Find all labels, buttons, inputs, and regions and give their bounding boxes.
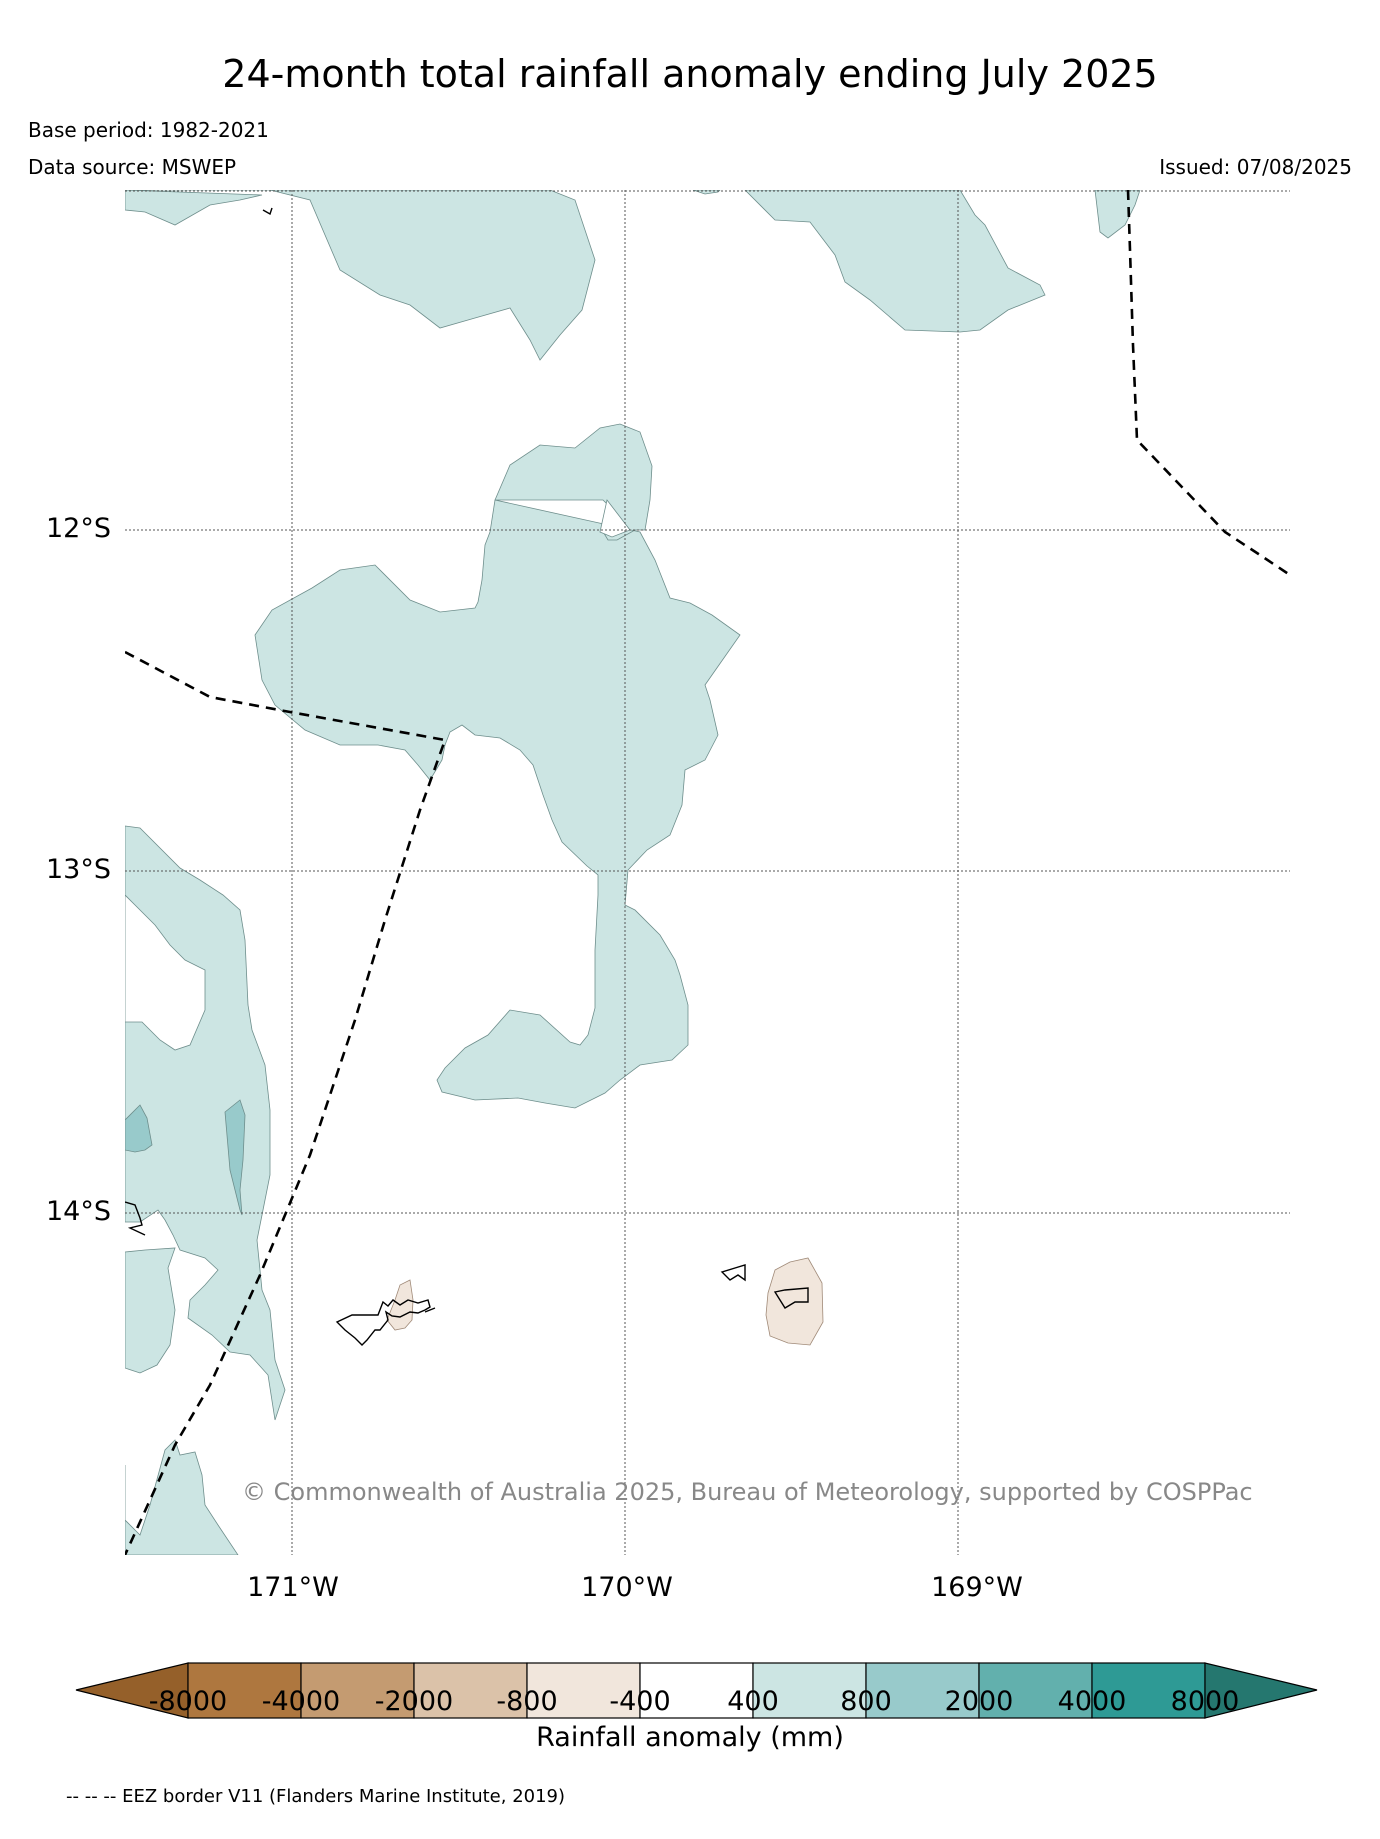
shade-region-north-east xyxy=(744,190,1046,333)
colorbar-bin-5 xyxy=(639,1662,754,1719)
shade-patch-west-2 xyxy=(224,1099,246,1216)
coastlines xyxy=(125,207,809,1346)
anomaly-fill-neg400-neg800 xyxy=(386,1257,824,1346)
tutuila-coastline xyxy=(335,1299,431,1346)
colorbar-tick: -800 xyxy=(496,1686,558,1717)
colorbar-tick: -4000 xyxy=(261,1686,341,1717)
lon-label-171w: 171°W xyxy=(247,1572,339,1603)
anomaly-fill-400-800 xyxy=(125,190,1141,1555)
gridlines xyxy=(125,190,1290,1555)
colorbar-label: Rainfall anomaly (mm) xyxy=(536,1722,844,1753)
map-area xyxy=(125,190,1290,1555)
colorbar-bin-9 xyxy=(1091,1662,1206,1719)
colorbar-bin-3 xyxy=(413,1662,528,1719)
eez-border-east xyxy=(1126,190,1290,577)
anomaly-fill-800-2000 xyxy=(125,1099,246,1216)
lon-label-169w: 169°W xyxy=(931,1572,1023,1603)
chart-title: 24-month total rainfall anomaly ending J… xyxy=(222,52,1158,96)
issued-date: Issued: 07/08/2025 xyxy=(1159,155,1352,179)
shade-region-far-north-east xyxy=(1094,190,1141,239)
tutuila-east-tip xyxy=(424,1307,436,1313)
colorbar-tick: -2000 xyxy=(374,1686,454,1717)
colorbar-bin-8 xyxy=(978,1662,1093,1719)
colorbar-bin-6 xyxy=(752,1662,867,1719)
eez-borders xyxy=(125,190,1290,1555)
shade-region-central xyxy=(254,423,741,1109)
colorbar-tick: 2000 xyxy=(944,1686,1014,1717)
colorbar-tick: -8000 xyxy=(148,1686,228,1717)
colorbar-tick: 400 xyxy=(727,1686,779,1717)
west-coastline xyxy=(125,1201,146,1236)
ofu-olosega-coastline xyxy=(720,1264,746,1282)
colorbar-bin-4 xyxy=(526,1662,641,1719)
colorbar-bin-2 xyxy=(300,1662,415,1719)
colorbar-extend-high xyxy=(1204,1662,1318,1719)
shade-region-north-west xyxy=(125,190,596,361)
colorbar-tick: 800 xyxy=(840,1686,892,1717)
eez-border-west xyxy=(125,650,447,1555)
colorbar-bin-1 xyxy=(187,1662,302,1719)
colorbar xyxy=(75,1662,1318,1719)
shade-patch-west-1 xyxy=(125,1104,153,1153)
colorbar-tick: 8000 xyxy=(1170,1686,1240,1717)
colorbar-bin-7 xyxy=(865,1662,980,1719)
shade-region-west xyxy=(125,825,286,1555)
base-period: Base period: 1982-2021 xyxy=(28,118,269,142)
swains-coastline xyxy=(262,207,273,216)
lat-label-12s: 12°S xyxy=(46,513,111,544)
lat-label-14s: 14°S xyxy=(46,1196,111,1227)
copyright-notice: © Commonwealth of Australia 2025, Bureau… xyxy=(242,1478,1253,1506)
tau-coastline xyxy=(773,1287,809,1309)
lon-label-170w: 170°W xyxy=(581,1572,673,1603)
data-source: Data source: MSWEP xyxy=(28,155,237,179)
shade-hole xyxy=(599,499,631,538)
eez-footnote: -- -- -- EEZ border V11 (Flanders Marine… xyxy=(66,1786,566,1807)
colorbar-tick: 4000 xyxy=(1057,1686,1127,1717)
lat-label-13s: 13°S xyxy=(46,854,111,885)
colorbar-tick: -400 xyxy=(609,1686,671,1717)
